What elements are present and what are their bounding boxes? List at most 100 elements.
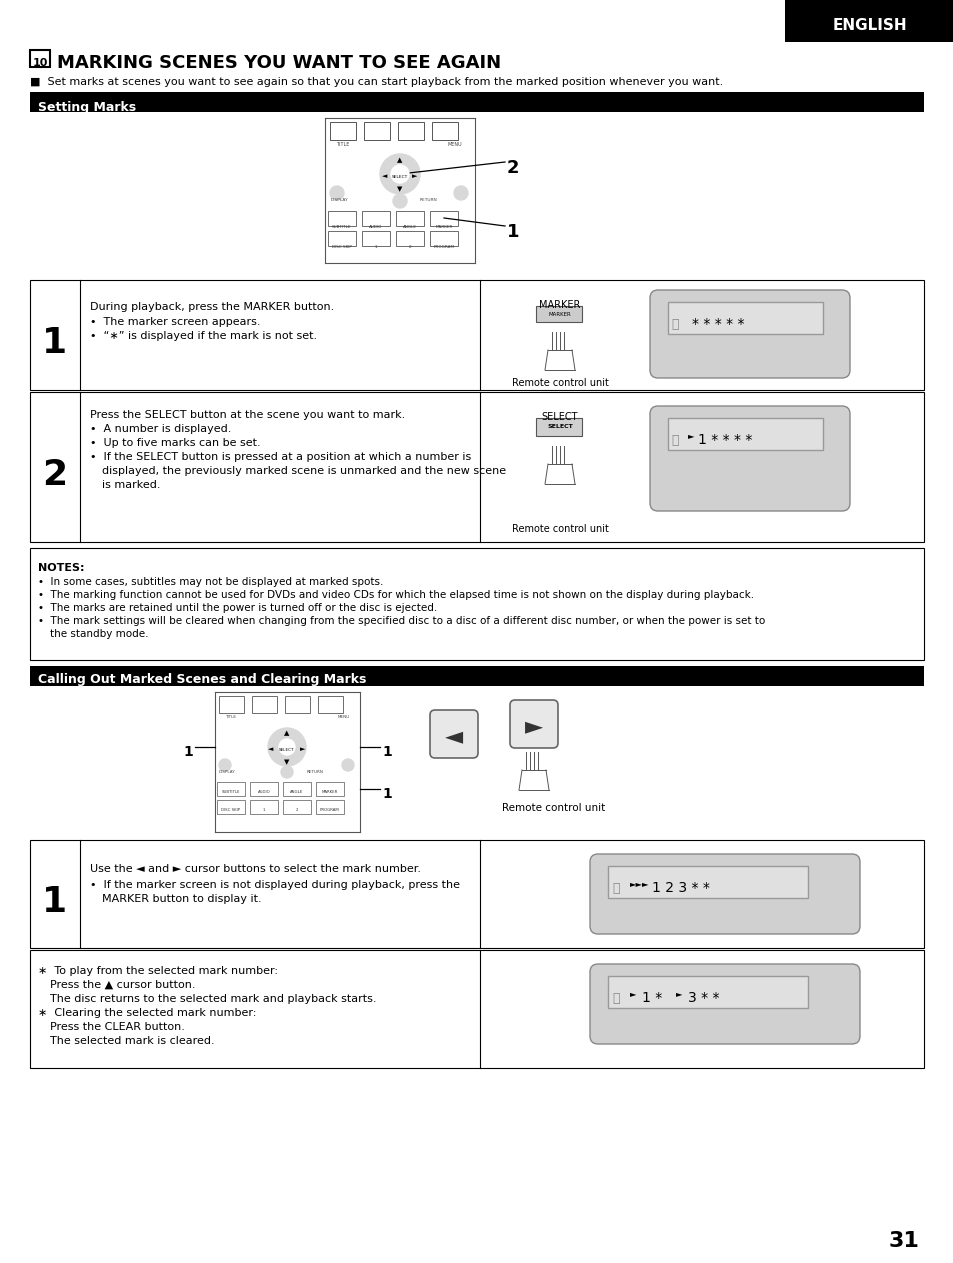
Bar [250,782,277,796]
Text: The selected mark is cleared.: The selected mark is cleared. [50,1036,214,1046]
Text: DISPLAY: DISPLAY [331,198,348,202]
Text: 1 2 3 * *: 1 2 3 * * [651,882,709,895]
Bar [607,976,807,1008]
Text: ■  Set marks at scenes you want to see again so that you can start playback from: ■ Set marks at scenes you want to see ag… [30,77,722,87]
Bar [30,92,923,112]
Text: MARKER: MARKER [538,301,580,309]
Text: •  The marks are retained until the power is turned off or the disc is ejected.: • The marks are retained until the power… [38,602,436,613]
Bar [395,211,423,226]
Text: PROGRAM: PROGRAM [433,245,454,249]
Bar [30,392,923,542]
Bar [216,782,245,796]
Text: •  Up to five marks can be set.: • Up to five marks can be set. [90,438,260,448]
Circle shape [341,759,354,770]
Bar [536,418,581,436]
Text: 2: 2 [295,808,298,812]
Text: NOTES:: NOTES: [38,563,85,573]
Circle shape [330,186,344,200]
Text: 3 * *: 3 * * [687,991,719,1005]
Bar [430,211,457,226]
Circle shape [219,759,231,770]
Text: 1: 1 [262,808,265,812]
Text: * * * * *: * * * * * [691,317,743,331]
Bar [30,840,923,949]
Text: •  If the marker screen is not displayed during playback, press the: • If the marker screen is not displayed … [90,880,459,890]
Text: AUDIO: AUDIO [369,225,382,229]
Text: 1: 1 [42,326,68,360]
Text: ◄: ◄ [268,746,274,751]
Circle shape [393,195,407,208]
Text: SELECT: SELECT [547,424,572,429]
Text: Press the SELECT button at the scene you want to mark.: Press the SELECT button at the scene you… [90,410,405,421]
Text: Press the ▲ cursor button.: Press the ▲ cursor button. [50,980,195,990]
Bar [361,231,390,246]
Circle shape [379,154,419,195]
Text: 1: 1 [381,787,392,801]
Text: 1: 1 [183,745,193,759]
Bar [536,306,581,322]
Text: ▲: ▲ [284,730,290,736]
Text: •  The marking function cannot be used for DVDs and video CDs for which the elap: • The marking function cannot be used fo… [38,590,753,600]
FancyBboxPatch shape [430,710,477,758]
Text: 2: 2 [408,245,411,249]
Text: ENGLISH: ENGLISH [832,19,906,34]
Text: PROGRAM: PROGRAM [320,808,339,812]
Text: Calling Out Marked Scenes and Clearing Marks: Calling Out Marked Scenes and Clearing M… [38,673,366,687]
Text: 2: 2 [506,159,519,177]
Bar [361,211,390,226]
Text: The disc returns to the selected mark and playback starts.: The disc returns to the selected mark an… [50,994,376,1004]
Text: ►: ► [676,989,681,999]
Text: Remote control unit: Remote control unit [511,524,608,534]
Bar [315,799,344,813]
Bar [317,696,343,714]
Text: RETURN: RETURN [419,198,437,202]
Text: is marked.: is marked. [102,480,160,490]
Text: ►: ► [300,746,305,751]
Text: 1 *: 1 * [641,991,666,1005]
Bar [328,231,355,246]
Text: TITLE: TITLE [225,715,236,719]
Text: 31: 31 [887,1231,919,1250]
Text: 1: 1 [506,224,519,241]
Text: •  The mark settings will be cleared when changing from the specified disc to a : • The mark settings will be cleared when… [38,616,764,626]
Text: 🔑: 🔑 [612,882,619,894]
Circle shape [454,186,468,200]
Text: SUBTITLE: SUBTITLE [332,225,352,229]
Text: •  A number is displayed.: • A number is displayed. [90,424,232,434]
Text: 🔑: 🔑 [671,433,678,447]
Bar [30,666,923,686]
Text: •  In some cases, subtitles may not be displayed at marked spots.: • In some cases, subtitles may not be di… [38,577,383,587]
Text: MARKER: MARKER [321,789,337,794]
Bar [219,696,244,714]
Bar [328,211,355,226]
Circle shape [268,727,306,765]
Text: MARKER: MARKER [435,225,453,229]
Bar [430,231,457,246]
Bar [283,799,311,813]
Bar [216,799,245,813]
Text: ◄: ◄ [382,173,387,179]
Text: Setting Marks: Setting Marks [38,101,136,114]
Circle shape [391,165,409,183]
Text: DISC SKIP: DISC SKIP [221,808,240,812]
Bar [667,418,822,450]
Text: ANGLE: ANGLE [290,789,303,794]
Text: ▼: ▼ [396,186,402,192]
Text: ∗  Clearing the selected mark number:: ∗ Clearing the selected mark number: [38,1008,256,1018]
Text: AUDIO: AUDIO [257,789,270,794]
Text: ▲: ▲ [396,157,402,163]
Text: ANGLE: ANGLE [402,225,416,229]
Text: 🔑: 🔑 [671,317,678,331]
FancyBboxPatch shape [589,854,859,935]
Bar [364,123,390,140]
Text: During playback, press the MARKER button.: During playback, press the MARKER button… [90,302,334,312]
Bar [30,548,923,661]
Text: ◄: ◄ [444,724,462,748]
Bar [30,280,923,390]
Text: MARKING SCENES YOU WANT TO SEE AGAIN: MARKING SCENES YOU WANT TO SEE AGAIN [57,54,500,72]
Text: 10: 10 [32,58,48,68]
Circle shape [278,739,294,755]
Text: •  “∗” is displayed if the mark is not set.: • “∗” is displayed if the mark is not se… [90,331,316,341]
Bar [330,123,355,140]
Text: 1 * * * *: 1 * * * * [698,433,752,447]
